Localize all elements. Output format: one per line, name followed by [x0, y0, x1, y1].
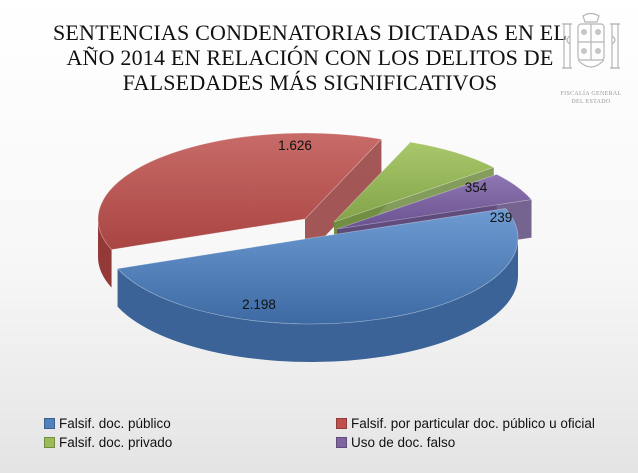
- legend-label-4: Uso de doc. falso: [351, 435, 456, 450]
- pie-slice-particular-forgery: [97, 132, 383, 251]
- legend-label-3: Falsif. doc. privado: [59, 435, 173, 450]
- data-label-false-doc-use: 239: [490, 210, 513, 225]
- title-line-3: FALSEDADES MÁS SIGNIFICATIVOS: [122, 70, 498, 95]
- legend-swatch-red: [336, 418, 347, 429]
- pie-cut-particular-forgery: [305, 139, 382, 257]
- emblem-caption-line-1: FISCALÍA GENERAL: [560, 91, 622, 97]
- data-label-particular-forgery: 1.626: [278, 138, 312, 153]
- legend-item-1: Falsif. doc. público: [44, 416, 171, 431]
- legend-item-4: Uso de doc. falso: [336, 435, 455, 450]
- legend-item-3: Falsif. doc. privado: [44, 435, 172, 450]
- pie-side-public-forgery: [117, 238, 518, 362]
- legend-swatch-green: [44, 437, 55, 448]
- title-line-2: AÑO 2014 EN RELACIÓN CON LOS DELITOS DE: [66, 45, 554, 70]
- data-label-private-forgery: 354: [465, 180, 488, 195]
- chart-title: SENTENCIAS CONDENATORIAS DICTADAS EN EL …: [40, 20, 580, 95]
- pie-slice-private-forgery: [333, 141, 495, 223]
- pie-slice-tops: [97, 132, 533, 325]
- pie-side-particular-forgery: [98, 219, 112, 288]
- legend-label-1: Falsif. doc. público: [59, 416, 171, 431]
- legend-label-2: Falsif. por particular doc. público u of…: [351, 416, 595, 431]
- emblem-caption: FISCALÍA GENERAL DEL ESTADO: [548, 90, 634, 106]
- data-label-public-forgery: 2.198: [242, 297, 276, 312]
- legend-item-2: Falsif. por particular doc. público u of…: [336, 416, 595, 431]
- legend-swatch-blue: [44, 418, 55, 429]
- legend-swatch-purple: [336, 437, 347, 448]
- title-line-1: SENTENCIAS CONDENATORIAS DICTADAS EN EL: [52, 20, 568, 45]
- pie-slice-public-forgery: [116, 208, 519, 325]
- coat-of-arms-logo: [562, 12, 620, 69]
- pie-slice-false-doc-use: [336, 173, 533, 230]
- emblem-caption-line-2: DEL ESTADO: [571, 99, 611, 105]
